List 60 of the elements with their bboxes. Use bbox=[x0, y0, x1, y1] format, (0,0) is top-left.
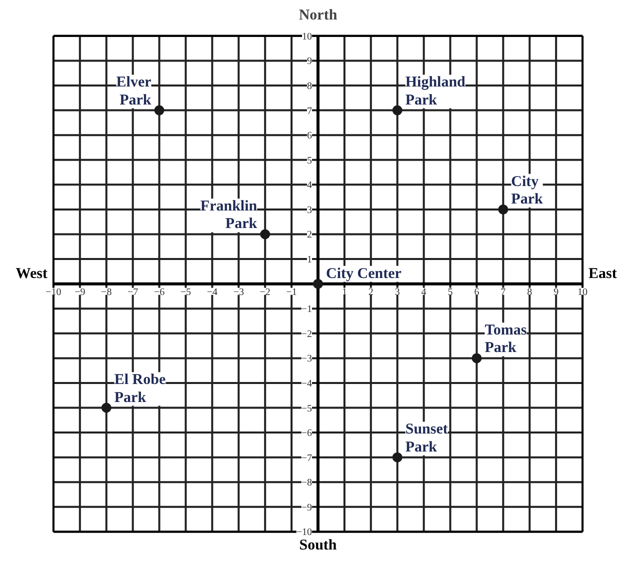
x-tick-label: −8 bbox=[101, 286, 112, 298]
x-tick-label: 5 bbox=[448, 286, 453, 298]
y-tick-label: 9 bbox=[307, 56, 312, 68]
x-tick-label: 9 bbox=[554, 286, 559, 298]
x-tick-label: −6 bbox=[154, 286, 165, 298]
x-tick-label: −5 bbox=[180, 286, 192, 298]
y-tick-label: 6 bbox=[307, 130, 312, 142]
annotation: Tomas Park bbox=[484, 322, 527, 356]
y-tick-label: 5 bbox=[307, 155, 312, 166]
y-tick-label: 1 bbox=[307, 254, 312, 266]
y-tick-label: −9 bbox=[301, 502, 312, 514]
y-tick-label: 2 bbox=[307, 230, 312, 241]
y-tick-label: −10 bbox=[296, 527, 312, 538]
x-tick-label: −2 bbox=[260, 286, 270, 298]
point bbox=[101, 402, 112, 413]
y-tick-label: −2 bbox=[301, 328, 312, 340]
annotation: Franklin Park bbox=[200, 198, 258, 232]
point bbox=[313, 278, 323, 289]
point bbox=[392, 452, 402, 462]
point bbox=[498, 204, 508, 214]
y-tick-label: −7 bbox=[301, 452, 312, 464]
point bbox=[260, 229, 270, 240]
x-tick-label: 7 bbox=[500, 286, 506, 298]
point bbox=[154, 105, 164, 116]
x-axis-title: South bbox=[299, 538, 338, 554]
point bbox=[392, 105, 402, 116]
x-tick-label: 2 bbox=[368, 286, 374, 298]
point bbox=[472, 353, 482, 364]
x-tick-label: −7 bbox=[128, 286, 138, 298]
y-axis-title: West bbox=[16, 266, 48, 282]
y-tick-label: 3 bbox=[307, 204, 312, 216]
annotation: Sunset Park bbox=[405, 422, 448, 456]
y-tick-label: −4 bbox=[301, 378, 312, 390]
y-tick-label: 7 bbox=[307, 106, 312, 117]
x-tick-label: 10 bbox=[578, 286, 588, 298]
annotation: City Park bbox=[511, 174, 544, 208]
y-tick-label: 4 bbox=[307, 180, 312, 192]
x-tick-label: 1 bbox=[342, 286, 347, 298]
x-tick-label: 3 bbox=[394, 286, 400, 298]
y-tick-label: −1 bbox=[301, 304, 312, 316]
x-tick-label: −9 bbox=[74, 286, 86, 298]
y-tick-label: 10 bbox=[302, 31, 312, 42]
annotation: Highland Park bbox=[405, 74, 466, 108]
x-tick-label: −4 bbox=[206, 286, 218, 298]
x-tick-label: 4 bbox=[421, 286, 426, 298]
x-tick-label: −10 bbox=[46, 286, 62, 298]
y-tick-label: −5 bbox=[301, 403, 312, 414]
x-tick-label: −3 bbox=[233, 286, 244, 298]
x-tick-label: 6 bbox=[474, 286, 480, 298]
annotation: City Center bbox=[326, 266, 402, 282]
y-tick-label: 8 bbox=[307, 81, 312, 92]
x-tick-label: −1 bbox=[286, 286, 297, 298]
annotation: El Robe Park bbox=[114, 372, 166, 406]
y-tick-label: −6 bbox=[301, 428, 312, 440]
annotation: Elver Park bbox=[116, 74, 152, 108]
y-tick-label: −8 bbox=[301, 478, 312, 489]
x-tick-label: 8 bbox=[527, 286, 532, 298]
y2-axis-title: East bbox=[588, 266, 617, 282]
y-tick-label: −3 bbox=[301, 354, 312, 365]
chart-title: North bbox=[298, 8, 338, 24]
